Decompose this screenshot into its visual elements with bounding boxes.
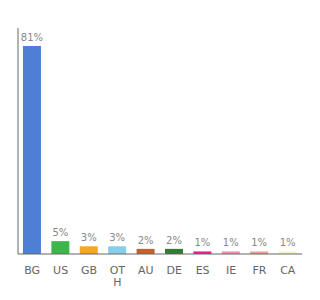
svg-text:CA: CA: [280, 264, 296, 277]
svg-text:FR: FR: [252, 264, 266, 277]
svg-text:3%: 3%: [81, 232, 97, 243]
svg-text:1%: 1%: [223, 237, 239, 248]
svg-text:1%: 1%: [251, 237, 267, 248]
svg-text:AU: AU: [138, 264, 154, 277]
svg-text:81%: 81%: [21, 32, 43, 43]
svg-text:1%: 1%: [280, 237, 296, 248]
svg-text:1%: 1%: [194, 237, 210, 248]
svg-text:ES: ES: [196, 264, 210, 277]
svg-text:IE: IE: [226, 264, 236, 277]
svg-text:2%: 2%: [138, 235, 154, 246]
svg-text:BG: BG: [24, 264, 40, 277]
svg-text:5%: 5%: [52, 227, 68, 238]
svg-text:3%: 3%: [109, 232, 125, 243]
svg-text:DE: DE: [166, 264, 181, 277]
svg-text:US: US: [53, 264, 68, 277]
svg-text:2%: 2%: [166, 235, 182, 246]
svg-text:GB: GB: [81, 264, 97, 277]
svg-text:OTH: OTH: [110, 264, 126, 289]
